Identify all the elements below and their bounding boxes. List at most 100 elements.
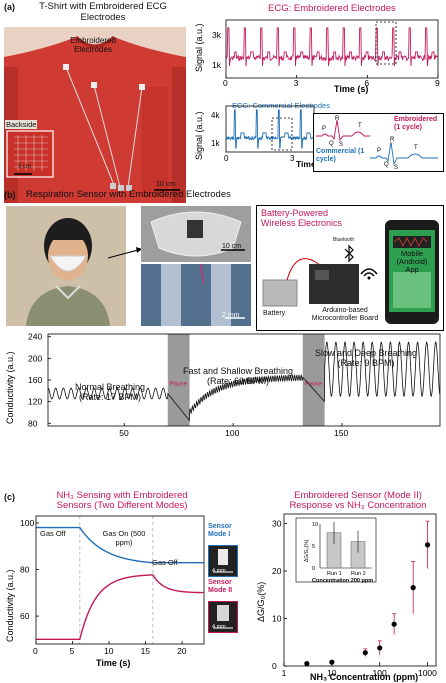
segment-normal-label: Normal Breathing (Rate: 17 BPM) <box>60 382 160 402</box>
inset-xtick: Run 2 <box>351 571 366 577</box>
data-point <box>391 621 397 627</box>
panel-b-title: Respiration Sensor with Embroidered Elec… <box>26 189 231 200</box>
fabric-scale-label: 2 mm <box>222 312 240 319</box>
inset-xtick: Run 1 <box>327 571 342 577</box>
pqrst-label: R <box>390 137 395 143</box>
nh3-time-xtick: 5 <box>70 646 75 656</box>
fabric-photo <box>141 264 251 326</box>
gas-off-2-label: Gas Off <box>152 558 178 567</box>
pqrst-label: P <box>322 126 326 132</box>
pqrst-label: Q <box>329 141 334 147</box>
nh3-conc-ytick: 10 <box>272 614 282 624</box>
respiration-ytick: 160 <box>28 375 42 385</box>
ecg-commercial-ytick: 4k <box>211 111 220 120</box>
respiration-trace <box>47 341 441 422</box>
pqrst-label: T <box>414 145 418 151</box>
nh3-conc-ytick: 0 <box>272 661 277 671</box>
pqrst-label: S <box>394 165 398 171</box>
callout-arrow <box>107 247 142 259</box>
segment-normal-name: Normal Breathing <box>74 382 146 392</box>
backside-scale-label: 5 cm <box>18 164 32 170</box>
mode2-scale-label: 4 mm <box>212 624 226 630</box>
ecg-embroidered-ylabel: Signal (a.u.) <box>194 23 204 72</box>
nh3-conc-ytick: 20 <box>272 566 282 576</box>
inset-ytick: 5 <box>312 544 315 550</box>
mask-scale-label: 10 cm <box>222 243 242 250</box>
segment-fast-rate: (Rate: 60 BPM) <box>206 376 270 386</box>
inset-xlabel: Concentration 200 ppm <box>312 578 373 584</box>
pqrst-label: T <box>358 123 362 129</box>
backside-callout: Backside <box>5 120 38 129</box>
ecg-embroidered-title: ECG: Embroidered Electrodes <box>268 3 396 14</box>
ecg-embroidered-xlabel: Time (s) <box>334 84 368 94</box>
nh3-time-ytick: 60 <box>20 611 30 621</box>
inset-ylabel: ΔG/G₀(%) <box>304 539 310 562</box>
shirt-scale-label: 10 cm <box>156 181 176 188</box>
data-point <box>329 659 335 665</box>
ecg-embroidered-ytick: 3k <box>212 30 222 40</box>
legend-commercial-label: Commercial (1 cycle) <box>316 148 365 163</box>
data-point <box>377 645 383 651</box>
gas-on-label: Gas On (500 ppm) <box>102 529 146 547</box>
respiration-xtick: 100 <box>225 428 239 438</box>
nh3-time-xtick: 15 <box>141 646 151 656</box>
pqrst-label: S <box>339 142 343 148</box>
electronics-title: Battery-Powered Wireless Electronics <box>261 208 343 228</box>
nh3-conc-xtick: 100 <box>373 668 387 678</box>
battery-label: Battery <box>263 310 286 317</box>
respiration-ytick: 240 <box>28 332 42 342</box>
pqrst-label: Q <box>384 162 389 168</box>
mode1-scale-label: 4 mm <box>212 568 226 574</box>
respiration-xtick: 50 <box>119 428 129 438</box>
segment-slow-rate: (Rate: 9 BPM) <box>337 358 395 368</box>
nh3-time-xlabel: Time (s) <box>96 658 130 668</box>
mode1-trace <box>36 526 204 564</box>
electronics-box: Battery-Powered Wireless Electronics Blu… <box>256 205 444 331</box>
ecg-commercial-xlabel: Time (s) <box>296 159 322 168</box>
commercial-cycle-trace <box>370 141 438 166</box>
panel-c-right-title: Embroidered Sensor (Mode II) Response vs… <box>289 490 427 511</box>
panel-b-label: (b) <box>4 190 16 200</box>
nh3-conc-xtick: 10 <box>327 668 337 678</box>
app-label: Mobile (Android) App <box>396 249 428 274</box>
mode2-trace <box>36 574 204 640</box>
battery-shape <box>262 279 298 307</box>
ecg-embroidered-xtick: 3 <box>294 78 299 88</box>
nh3-time-xtick: 0 <box>33 646 38 656</box>
pqrst-label: P <box>377 148 381 154</box>
nh3-conc-xtick: 1 <box>282 668 287 678</box>
pause-region <box>302 334 325 426</box>
segment-fast-label: Fast and Shallow Breathing (Rate: 60 BPM… <box>178 366 298 386</box>
pause-label: Pause <box>305 381 323 387</box>
nh3-conc-xlabel: NH₃ Concentration (ppm) <box>310 672 418 682</box>
respiration-xtick: 150 <box>334 428 348 438</box>
bluetooth-label: Bluetooth <box>333 237 355 243</box>
nh3-time-chart: Conductivity (a.u.) 60 80 100 0 5 10 15 20 Time … <box>5 515 205 668</box>
ecg-commercial-title: ECG: Commercial Electrodes <box>232 101 330 110</box>
data-point <box>410 585 416 591</box>
panel-c-label: (c) <box>4 492 15 502</box>
ecg-embroidered-chart: Signal (a.u.) 3k 1k 0 3 6 9 Time (s) <box>194 19 440 94</box>
mode1-label: Sensor Mode I <box>208 523 232 538</box>
nh3-time-ytick: 100 <box>20 518 34 528</box>
nh3-time-ytick: 80 <box>20 565 30 575</box>
nh3-time-ylabel: Conductivity (a.u.) <box>5 569 15 642</box>
pause-region <box>167 334 190 426</box>
embroidered-cycle-trace <box>316 119 370 142</box>
mode2-label: Sensor Mode II <box>208 579 233 594</box>
pqrst-label: R <box>335 116 340 122</box>
ecg-commercial-ytick: 1k <box>211 139 220 148</box>
gas-off-1-label: Gas Off <box>40 529 66 538</box>
ecg-commercial-xtick: 3 <box>290 154 295 163</box>
tshirt-photo <box>4 27 186 203</box>
segment-normal-rate: (Rate: 17 BPM) <box>78 392 142 402</box>
legend-embroidered-label: Embroidered (1 cycle) <box>394 116 438 131</box>
ecg-commercial-chart: Signal (a.u.) 4k 1k 0 3 Time (s) <box>194 105 322 168</box>
nh3-conc-xtick: 1000 <box>418 668 437 678</box>
ecg-embroidered-xtick: 9 <box>435 78 440 88</box>
segment-slow-name: Slow and Deep Breathing <box>314 348 418 358</box>
ecg-commercial-xtick: 0 <box>224 154 229 163</box>
ecg-embroidered-ytick: 1k <box>212 60 222 70</box>
electrodes-callout: Embroidered Electrodes <box>70 36 116 54</box>
